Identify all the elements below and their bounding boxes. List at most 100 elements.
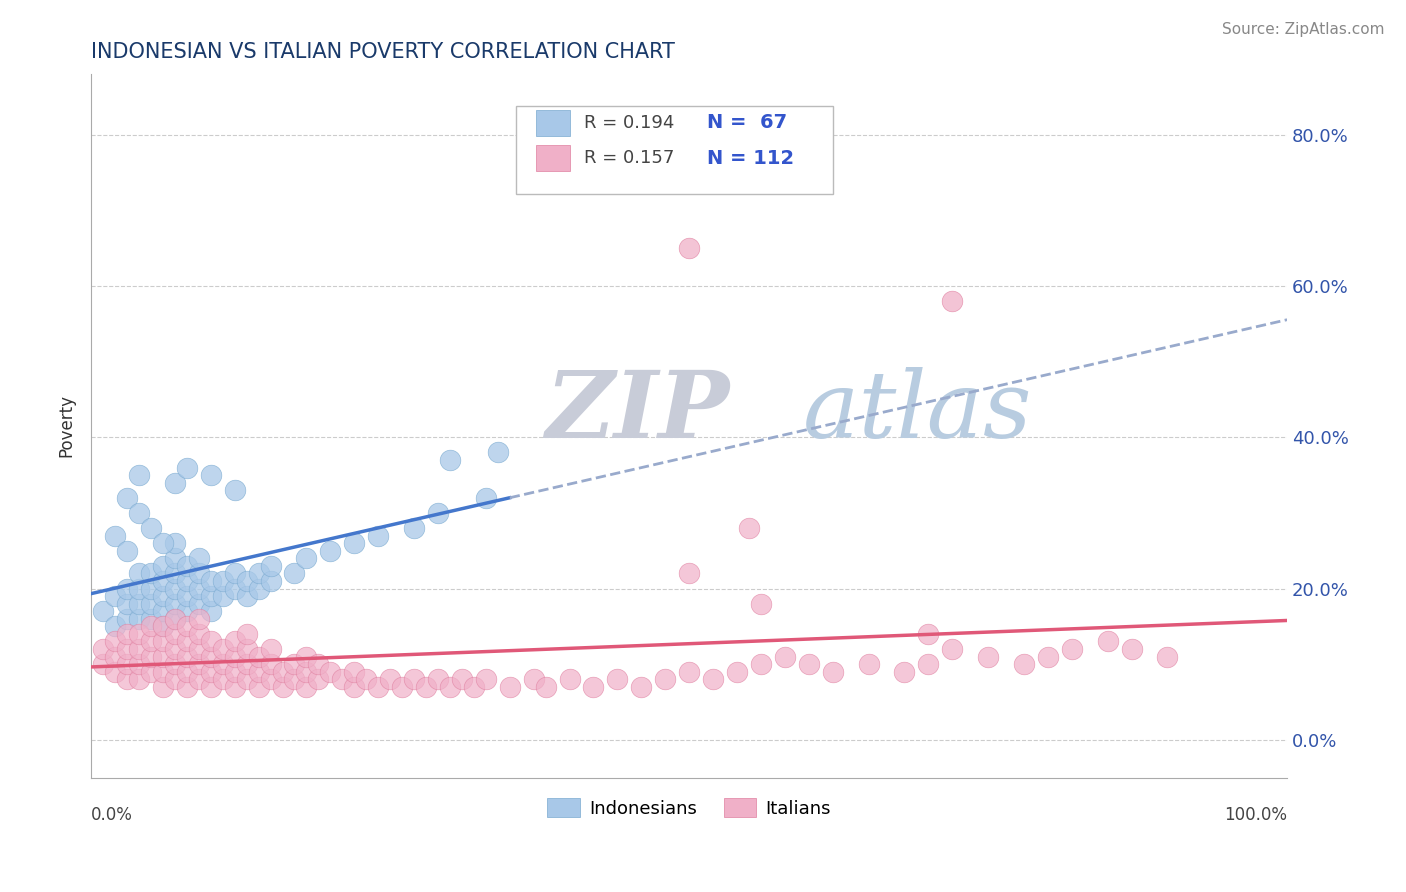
Point	[187, 582, 209, 596]
Point	[176, 604, 198, 618]
Point	[152, 536, 174, 550]
Point	[235, 627, 257, 641]
Point	[558, 673, 581, 687]
Point	[115, 642, 138, 657]
Point	[176, 665, 198, 679]
Point	[200, 649, 222, 664]
Point	[427, 506, 450, 520]
Point	[176, 589, 198, 603]
FancyBboxPatch shape	[516, 106, 832, 194]
Point	[200, 680, 222, 694]
Point	[163, 657, 186, 672]
Point	[1097, 634, 1119, 648]
Text: R = 0.157: R = 0.157	[583, 149, 675, 167]
Point	[128, 627, 150, 641]
Point	[128, 468, 150, 483]
Point	[115, 673, 138, 687]
Point	[163, 475, 186, 490]
Point	[152, 649, 174, 664]
Point	[247, 665, 270, 679]
Point	[235, 574, 257, 588]
Point	[378, 673, 401, 687]
Point	[200, 665, 222, 679]
Point	[235, 657, 257, 672]
Point	[128, 657, 150, 672]
Point	[163, 627, 186, 641]
Point	[307, 673, 329, 687]
Point	[224, 665, 246, 679]
Point	[152, 619, 174, 633]
Point	[259, 657, 281, 672]
Point	[367, 680, 389, 694]
Point	[152, 619, 174, 633]
Point	[211, 673, 233, 687]
Legend: Indonesians, Italians: Indonesians, Italians	[540, 791, 838, 825]
Point	[211, 574, 233, 588]
Point	[115, 491, 138, 505]
Point	[523, 673, 546, 687]
Point	[176, 574, 198, 588]
Point	[139, 665, 162, 679]
Point	[235, 642, 257, 657]
Point	[200, 589, 222, 603]
Point	[163, 566, 186, 581]
Point	[187, 642, 209, 657]
Text: Source: ZipAtlas.com: Source: ZipAtlas.com	[1222, 22, 1385, 37]
Point	[224, 582, 246, 596]
Point	[1012, 657, 1035, 672]
FancyBboxPatch shape	[536, 110, 569, 136]
Point	[917, 657, 939, 672]
Point	[128, 582, 150, 596]
Text: N = 112: N = 112	[707, 149, 794, 168]
Point	[367, 528, 389, 542]
Point	[139, 649, 162, 664]
Point	[247, 680, 270, 694]
Point	[139, 521, 162, 535]
Point	[1156, 649, 1178, 664]
Point	[104, 665, 127, 679]
Point	[773, 649, 796, 664]
Point	[104, 528, 127, 542]
Point	[235, 673, 257, 687]
Point	[224, 634, 246, 648]
Point	[176, 634, 198, 648]
Point	[91, 604, 114, 618]
Point	[749, 597, 772, 611]
Point	[163, 551, 186, 566]
Point	[283, 673, 305, 687]
Text: N =  67: N = 67	[707, 113, 787, 132]
Point	[91, 642, 114, 657]
Point	[283, 566, 305, 581]
Point	[283, 657, 305, 672]
Point	[152, 589, 174, 603]
Point	[187, 612, 209, 626]
Point	[1060, 642, 1083, 657]
Point	[271, 680, 294, 694]
Point	[139, 612, 162, 626]
Point	[152, 680, 174, 694]
Point	[391, 680, 413, 694]
Point	[128, 673, 150, 687]
Point	[330, 673, 353, 687]
Point	[200, 604, 222, 618]
Point	[211, 589, 233, 603]
Point	[247, 649, 270, 664]
Point	[163, 642, 186, 657]
Point	[187, 597, 209, 611]
Point	[115, 543, 138, 558]
Point	[427, 673, 450, 687]
Point	[152, 574, 174, 588]
Point	[749, 657, 772, 672]
Point	[738, 521, 761, 535]
Point	[91, 657, 114, 672]
Point	[128, 597, 150, 611]
Point	[104, 619, 127, 633]
Point	[343, 680, 366, 694]
Point	[104, 589, 127, 603]
Point	[917, 627, 939, 641]
Point	[224, 649, 246, 664]
Point	[606, 673, 628, 687]
Point	[463, 680, 485, 694]
Point	[104, 634, 127, 648]
Point	[152, 634, 174, 648]
